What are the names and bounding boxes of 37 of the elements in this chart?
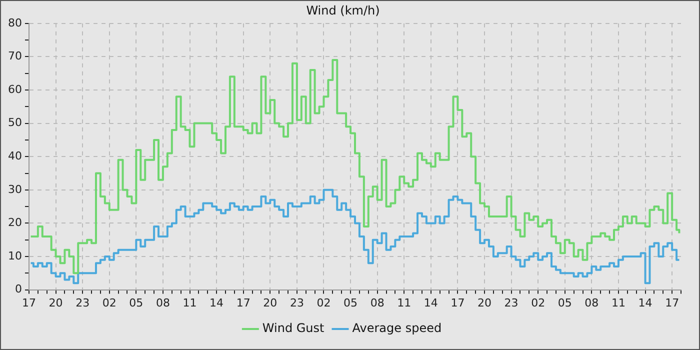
x-tick-label: 05: [344, 296, 358, 310]
x-tick-label: 02: [531, 296, 546, 310]
legend-label: Average speed: [352, 321, 442, 336]
x-tick-label: 20: [263, 296, 278, 310]
x-tick-label: 02: [316, 296, 331, 310]
y-tick-label: 60: [8, 82, 22, 96]
x-tick-label: 05: [129, 296, 144, 310]
y-tick-label: 70: [8, 50, 22, 63]
x-tick-label: 17: [22, 296, 36, 310]
x-tick-label: 05: [558, 296, 572, 310]
y-tick-label: 10: [8, 249, 22, 262]
x-tick-label: 08: [370, 296, 384, 310]
x-tick-label: 17: [450, 296, 465, 310]
x-tick-label: 23: [290, 296, 304, 310]
legend-label: Wind Gust: [262, 321, 325, 336]
x-tick-label: 23: [504, 296, 518, 310]
x-tick-label: 17: [236, 296, 250, 310]
x-tick-label: 11: [182, 296, 197, 310]
x-tick-label: 20: [48, 296, 63, 310]
y-tick-label: 50: [8, 116, 22, 130]
chart-title: Wind (km/h): [306, 3, 380, 18]
y-tick-label: 20: [8, 216, 22, 230]
x-tick-label: 14: [210, 296, 224, 310]
x-tick-label: 11: [611, 296, 626, 310]
x-tick-label: 20: [478, 296, 492, 310]
y-tick-label: 30: [8, 182, 22, 196]
x-tick-label: 23: [76, 296, 90, 310]
x-tick-label: 11: [397, 296, 412, 310]
x-tick-label: 14: [638, 296, 652, 310]
y-tick-label: 40: [8, 149, 22, 162]
y-tick-label: 0: [14, 282, 22, 296]
x-tick-label: 08: [156, 296, 170, 310]
y-tick-label: 80: [8, 16, 22, 30]
x-tick-label: 08: [584, 296, 599, 310]
x-tick-label: 14: [424, 296, 438, 310]
x-tick-label: 02: [102, 296, 116, 310]
x-tick-label: 17: [665, 296, 680, 310]
